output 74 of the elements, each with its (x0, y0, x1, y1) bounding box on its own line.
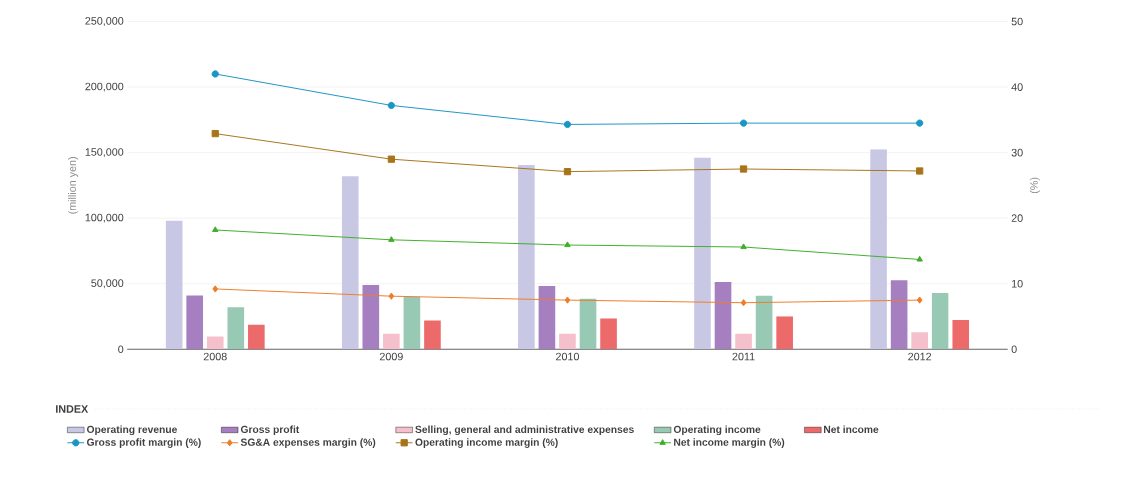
x-tick-label: 2008 (203, 352, 227, 361)
legend-label: Selling, general and administrative expenses (415, 425, 634, 435)
legend-title: INDEX (56, 405, 89, 413)
bar (538, 285, 556, 350)
legend-label: Operating income (673, 425, 761, 435)
point (563, 167, 572, 176)
bar (186, 295, 204, 350)
x-tick-label: 2011 (732, 352, 755, 361)
point (212, 285, 219, 293)
y-tick-label: 200,000 (85, 82, 124, 92)
bar (165, 220, 183, 350)
bar (518, 164, 535, 350)
bar (206, 336, 224, 350)
bar (870, 149, 887, 350)
legend-label: Net income margin (%) (674, 438, 785, 448)
point (211, 70, 219, 78)
point (916, 167, 924, 175)
y-tick-label: 50,000 (91, 279, 124, 288)
y-axis-title: (million yen) (68, 156, 79, 214)
x-tick-label: 2012 (908, 352, 932, 361)
y-tick-label: 100,000 (85, 213, 124, 223)
bar (424, 320, 441, 350)
x-tick-label: 2009 (379, 352, 403, 361)
bar (341, 176, 359, 350)
point (387, 101, 395, 109)
y2-tick-label: 20 (1011, 214, 1023, 222)
point (388, 292, 395, 300)
bar (776, 316, 793, 350)
legend-label: SG&A expenses margin (%) (240, 438, 376, 448)
legend-label: Gross profit (240, 425, 300, 435)
point (740, 298, 747, 307)
bar (600, 318, 617, 350)
y-tick-label: 0 (118, 345, 124, 353)
point (563, 120, 572, 128)
y2-tick-label: 30 (1011, 148, 1023, 157)
bar (755, 295, 773, 350)
legend-label: Net income (824, 425, 879, 433)
point (916, 296, 923, 304)
y-tick-label: 150,000 (85, 148, 124, 157)
bar (383, 333, 400, 350)
bar (931, 292, 949, 350)
bar (362, 284, 380, 350)
y2-tick-label: 50 (1011, 17, 1023, 26)
bar (403, 296, 421, 350)
bar (735, 333, 752, 350)
point (564, 241, 571, 247)
point (387, 155, 395, 163)
point (916, 119, 924, 127)
y2-tick-label: 10 (1011, 279, 1023, 288)
point (564, 296, 571, 304)
bar (694, 157, 711, 350)
bar (890, 279, 908, 350)
point (916, 255, 923, 262)
legend-label: Operating revenue (86, 425, 177, 435)
legend-label: Gross profit margin (%) (86, 438, 201, 448)
point (739, 119, 748, 127)
bar (952, 319, 970, 350)
y2-axis-title: (%) (1029, 177, 1040, 193)
y-tick-label: 250,000 (85, 16, 124, 26)
bar (911, 332, 928, 350)
x-tick-label: 2010 (556, 352, 579, 361)
bar (227, 307, 245, 350)
bar (714, 281, 732, 350)
point (388, 235, 395, 242)
bar (248, 324, 265, 350)
y2-tick-label: 40 (1011, 83, 1023, 91)
bar (579, 298, 597, 350)
point (739, 165, 748, 173)
point (740, 243, 747, 249)
point (211, 129, 219, 138)
bar (559, 333, 576, 350)
y2-tick-label: 0 (1011, 345, 1017, 353)
legend-label: Operating income margin (%) (415, 438, 558, 448)
point (212, 226, 219, 232)
